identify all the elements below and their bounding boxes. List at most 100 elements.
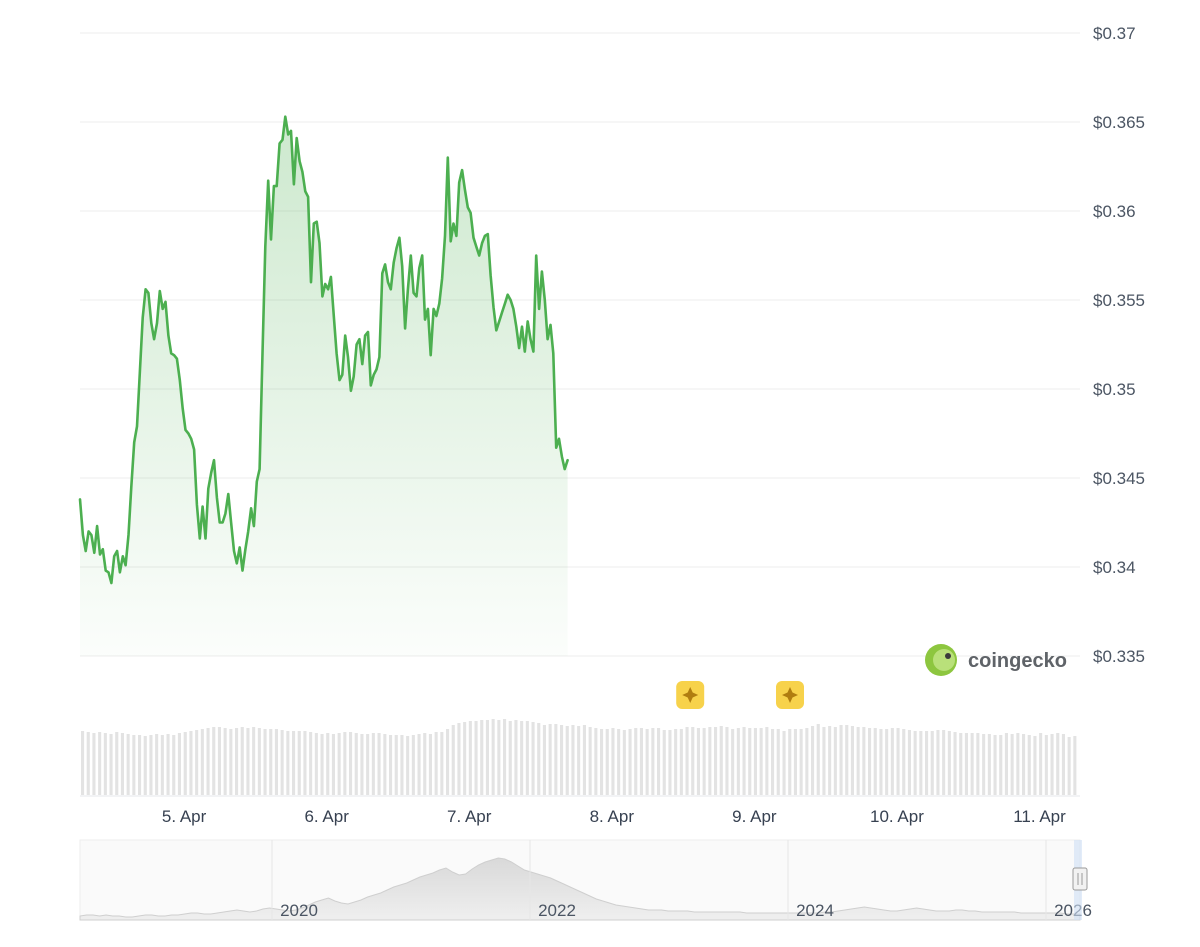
volume-bar bbox=[314, 733, 318, 795]
volume-bar bbox=[771, 729, 775, 795]
price-line[interactable] bbox=[78, 115, 569, 585]
volume-bar bbox=[833, 727, 837, 795]
volume-bar bbox=[81, 731, 85, 795]
volume-bar bbox=[605, 729, 609, 795]
volume-bar bbox=[92, 733, 96, 795]
volume-bar bbox=[696, 728, 700, 795]
y-tick-label: $0.345 bbox=[1093, 469, 1145, 488]
volume-bar bbox=[645, 729, 649, 795]
coingecko-logo: coingecko bbox=[925, 644, 1067, 676]
volume-bar bbox=[485, 720, 489, 795]
event-marker[interactable] bbox=[776, 681, 805, 709]
volume-bar bbox=[1044, 735, 1048, 795]
volume-bar bbox=[651, 728, 655, 795]
volume-bar bbox=[491, 719, 495, 795]
x-tick-label: 5. Apr bbox=[162, 807, 207, 826]
volume-bar bbox=[953, 732, 957, 795]
gecko-logo-face bbox=[933, 649, 955, 671]
volume-bar bbox=[577, 726, 581, 795]
volume-bar bbox=[976, 733, 980, 795]
volume-bar bbox=[1073, 736, 1077, 795]
x-axis: 5. Apr 6. Apr 7. Apr 8. Apr 9. Apr 10. Apr 11.… bbox=[162, 807, 1066, 826]
x-tick-label: 7. Apr bbox=[447, 807, 492, 826]
navigator-tick-label: 2022 bbox=[538, 901, 576, 920]
volume-bar bbox=[548, 724, 552, 795]
volume-bar bbox=[839, 725, 843, 795]
volume-bar bbox=[383, 734, 387, 795]
volume-bar bbox=[588, 727, 592, 795]
price-series[interactable] bbox=[78, 115, 569, 585]
volume-bar bbox=[149, 735, 153, 795]
volume-bar bbox=[753, 728, 757, 795]
volume-bar bbox=[406, 736, 410, 795]
volume-bar bbox=[440, 732, 444, 795]
volume-bar bbox=[1061, 734, 1065, 795]
volume-bar bbox=[1039, 733, 1043, 795]
volume-bar bbox=[508, 721, 512, 795]
y-tick-label: $0.335 bbox=[1093, 647, 1145, 666]
volume-bar bbox=[565, 726, 569, 795]
volume-bar bbox=[468, 721, 472, 795]
volume-bar bbox=[474, 721, 478, 795]
navigator-history-area bbox=[79, 857, 1081, 921]
event-marker[interactable] bbox=[676, 681, 705, 709]
event-markers[interactable] bbox=[676, 681, 805, 709]
volume-bar bbox=[999, 735, 1003, 795]
volume-bar bbox=[691, 727, 695, 795]
volume-bar bbox=[856, 727, 860, 795]
x-tick-label: 11. Apr bbox=[1013, 807, 1066, 826]
volume-bar bbox=[320, 734, 324, 795]
volume-bar bbox=[942, 730, 946, 795]
volume-bar bbox=[377, 733, 381, 795]
volume-bar bbox=[639, 728, 643, 795]
volume-bar bbox=[257, 728, 261, 795]
volume-bar bbox=[246, 728, 250, 795]
volume-bar bbox=[731, 729, 735, 795]
volume-bar bbox=[434, 732, 438, 795]
volume-bar bbox=[160, 735, 164, 795]
volume-bar bbox=[1056, 733, 1060, 795]
volume-bar bbox=[286, 731, 290, 795]
volume-bar bbox=[759, 728, 763, 795]
volume-bar bbox=[537, 723, 541, 795]
y-tick-label: $0.365 bbox=[1093, 113, 1145, 132]
navigator-handle[interactable] bbox=[1072, 867, 1088, 891]
y-tick-label: $0.36 bbox=[1093, 202, 1136, 221]
volume-bar bbox=[138, 735, 142, 795]
x-tick-label: 8. Apr bbox=[590, 807, 635, 826]
volume-bar bbox=[132, 735, 136, 795]
volume-bar bbox=[212, 727, 216, 795]
volume-bar bbox=[1010, 734, 1014, 795]
volume-bar bbox=[126, 734, 130, 795]
volume-bar bbox=[223, 728, 227, 795]
volume-bar bbox=[1050, 734, 1054, 795]
volume-bar bbox=[947, 731, 951, 795]
volume-bar bbox=[354, 733, 358, 795]
volume-bar bbox=[103, 733, 107, 795]
volume-bar bbox=[200, 729, 204, 795]
volume-bar bbox=[582, 725, 586, 795]
volume-bar bbox=[280, 730, 284, 795]
volume-bar bbox=[742, 727, 746, 795]
volume-bar bbox=[657, 728, 661, 795]
y-tick-label: $0.35 bbox=[1093, 380, 1136, 399]
volume-bar bbox=[987, 734, 991, 795]
volume-bar bbox=[828, 726, 832, 795]
range-navigator[interactable]: 2020 2022 2024 2026 bbox=[79, 839, 1092, 921]
volume-bar bbox=[206, 728, 210, 795]
volume-bar bbox=[736, 728, 740, 795]
volume-bar bbox=[571, 725, 575, 795]
volume-bar bbox=[389, 735, 393, 795]
volume-bar bbox=[811, 726, 815, 795]
volume-bar bbox=[423, 733, 427, 795]
volume-bar bbox=[326, 733, 330, 795]
x-tick-label: 9. Apr bbox=[732, 807, 777, 826]
y-axis: $0.37 $0.365 $0.36 $0.355 $0.35 $0.345 $0.34 $0… bbox=[1093, 24, 1145, 666]
volume-bar bbox=[776, 729, 780, 795]
volume-bar bbox=[451, 725, 455, 795]
volume-bar bbox=[970, 733, 974, 795]
volume-bar bbox=[554, 724, 558, 795]
volume-bar bbox=[714, 727, 718, 795]
